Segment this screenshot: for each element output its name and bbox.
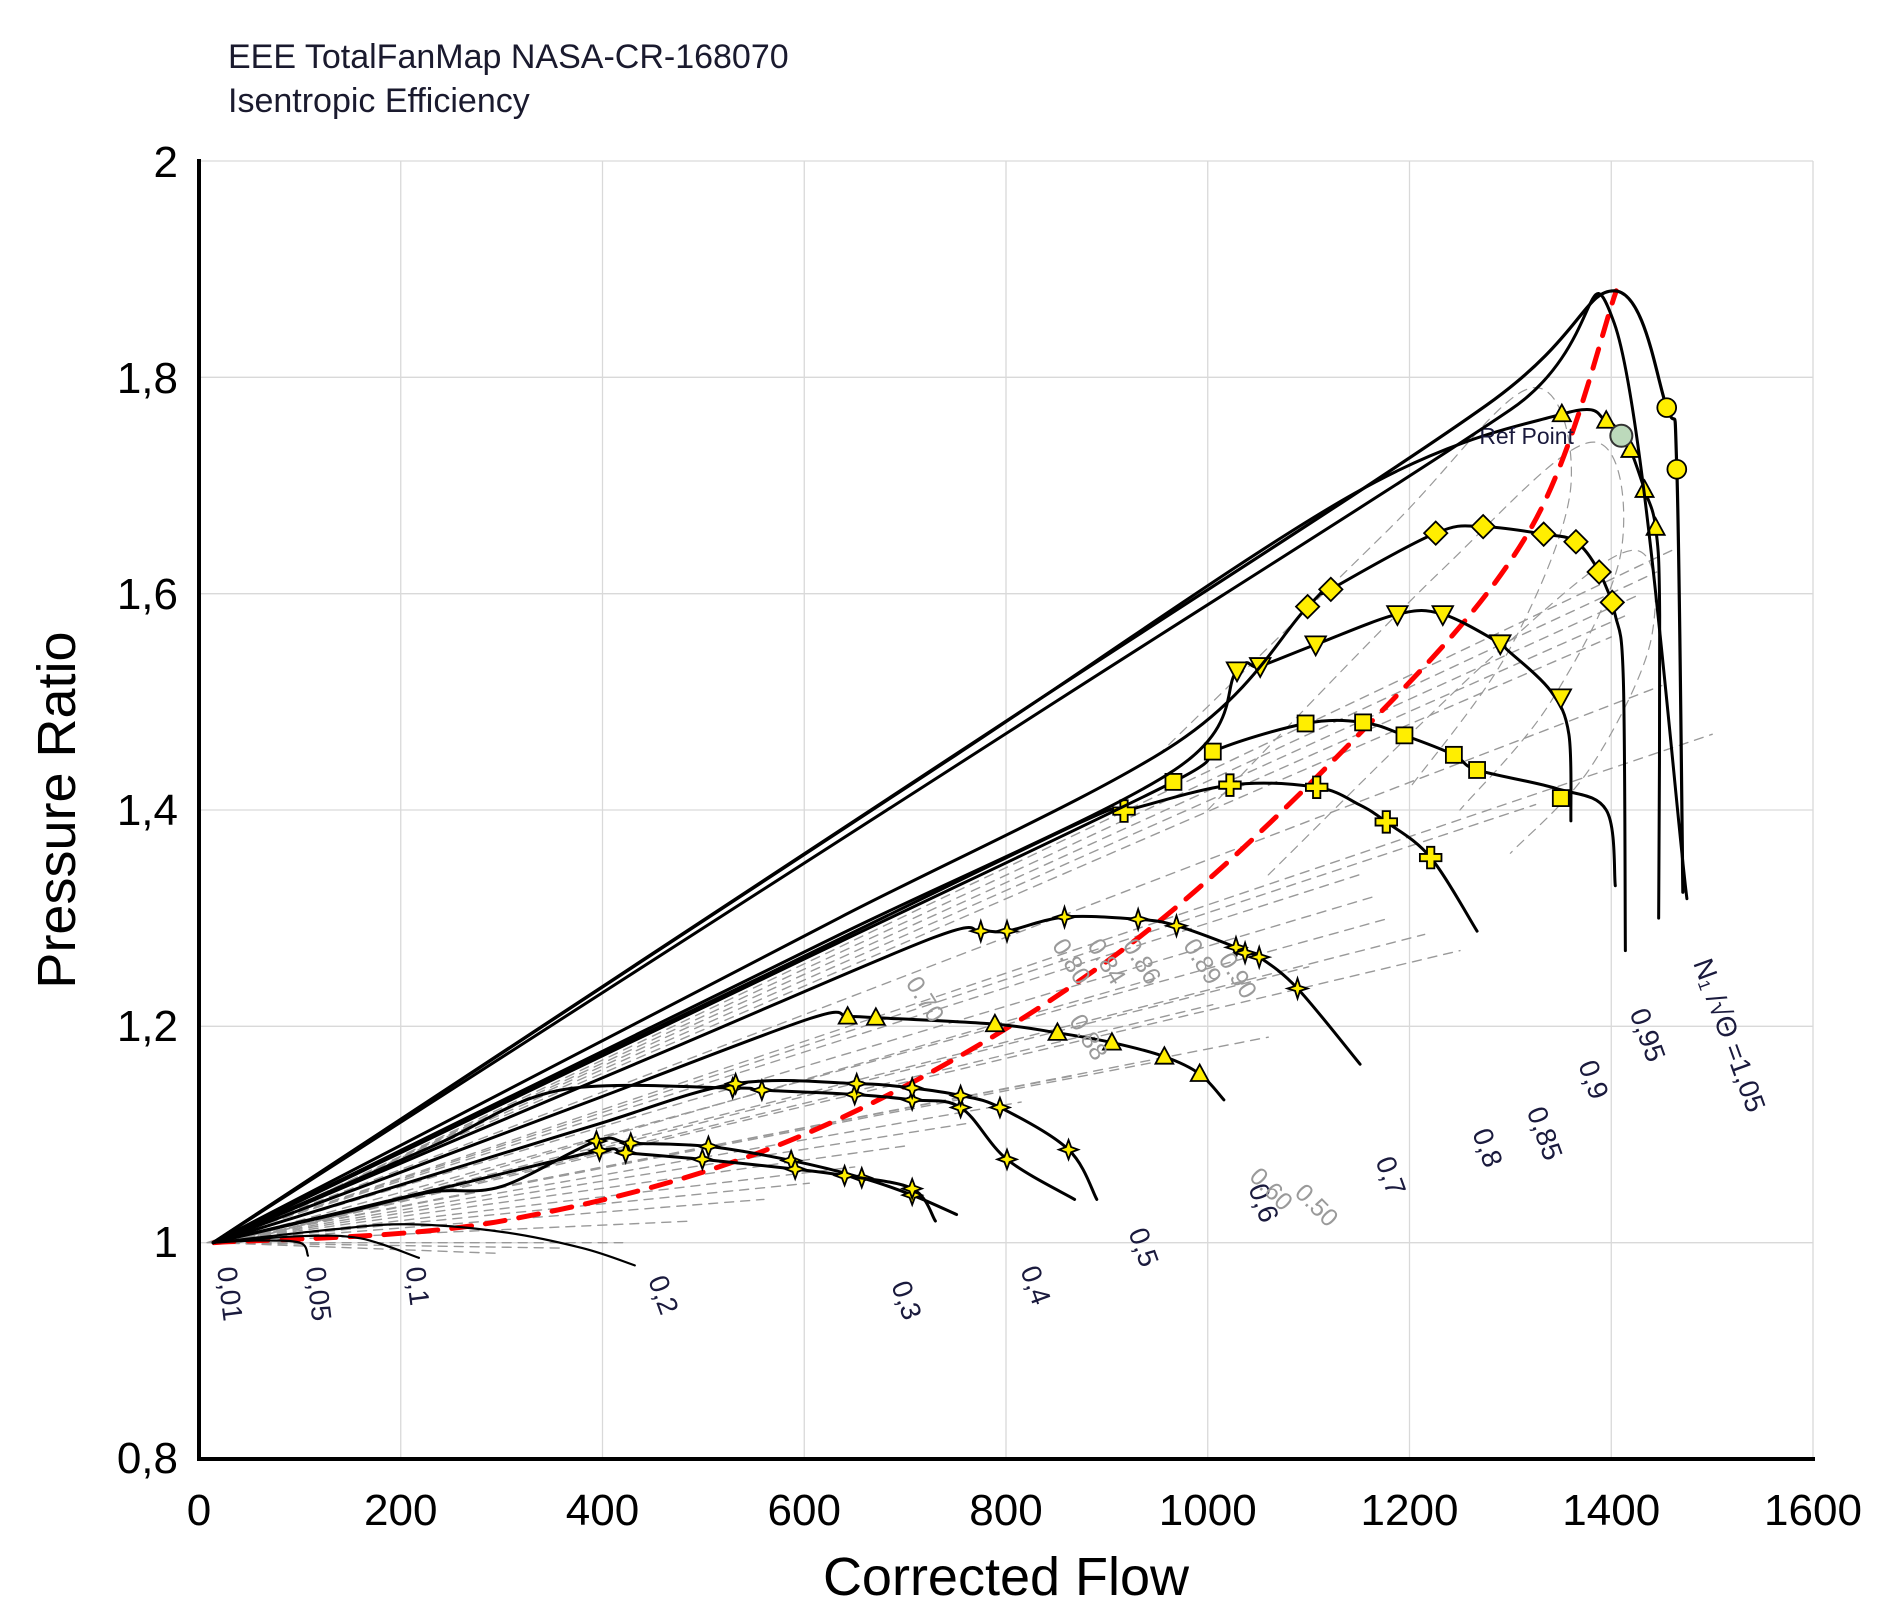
svg-text:N₁ /√Θ =1,05: N₁ /√Θ =1,05 xyxy=(1687,954,1771,1116)
svg-text:0.86: 0.86 xyxy=(1117,934,1167,990)
svg-text:Corrected Flow: Corrected Flow xyxy=(823,1547,1190,1602)
svg-text:0.88: 0.88 xyxy=(1063,1009,1113,1065)
svg-text:0,9: 0,9 xyxy=(1572,1056,1614,1103)
svg-text:0,1: 0,1 xyxy=(400,1265,436,1307)
svg-text:0,7: 0,7 xyxy=(1370,1152,1412,1199)
svg-text:400: 400 xyxy=(566,1486,639,1535)
svg-text:1400: 1400 xyxy=(1562,1486,1660,1535)
svg-text:0,4: 0,4 xyxy=(1014,1261,1056,1308)
svg-text:1,2: 1,2 xyxy=(117,1002,178,1051)
svg-text:0,2: 0,2 xyxy=(642,1271,684,1318)
svg-text:EEE TotalFanMap NASA-CR-168070: EEE TotalFanMap NASA-CR-168070 xyxy=(228,38,789,76)
svg-text:200: 200 xyxy=(364,1486,437,1535)
svg-text:1200: 1200 xyxy=(1361,1486,1459,1535)
svg-text:0,5: 0,5 xyxy=(1122,1224,1164,1271)
svg-text:0,8: 0,8 xyxy=(117,1434,178,1483)
svg-text:0,8: 0,8 xyxy=(1466,1124,1508,1171)
svg-text:800: 800 xyxy=(969,1486,1042,1535)
svg-text:1,8: 1,8 xyxy=(117,354,178,403)
svg-text:0,3: 0,3 xyxy=(885,1277,927,1324)
svg-text:0: 0 xyxy=(187,1486,211,1535)
svg-text:0,95: 0,95 xyxy=(1624,1004,1672,1066)
svg-text:Ref Point: Ref Point xyxy=(1479,423,1574,449)
svg-text:1600: 1600 xyxy=(1764,1486,1862,1535)
svg-text:600: 600 xyxy=(768,1486,841,1535)
svg-text:0,85: 0,85 xyxy=(1521,1102,1569,1164)
svg-text:Pressure Ratio: Pressure Ratio xyxy=(27,631,87,988)
svg-text:1,4: 1,4 xyxy=(117,786,178,835)
svg-text:0,05: 0,05 xyxy=(300,1265,337,1323)
svg-text:0.50: 0.50 xyxy=(1289,1178,1343,1232)
svg-text:2: 2 xyxy=(154,138,178,187)
svg-text:0,01: 0,01 xyxy=(211,1265,248,1323)
svg-text:1000: 1000 xyxy=(1159,1486,1257,1535)
svg-text:1,6: 1,6 xyxy=(117,570,178,619)
svg-text:Isentropic Efficiency: Isentropic Efficiency xyxy=(228,82,530,120)
svg-text:1: 1 xyxy=(154,1218,178,1267)
